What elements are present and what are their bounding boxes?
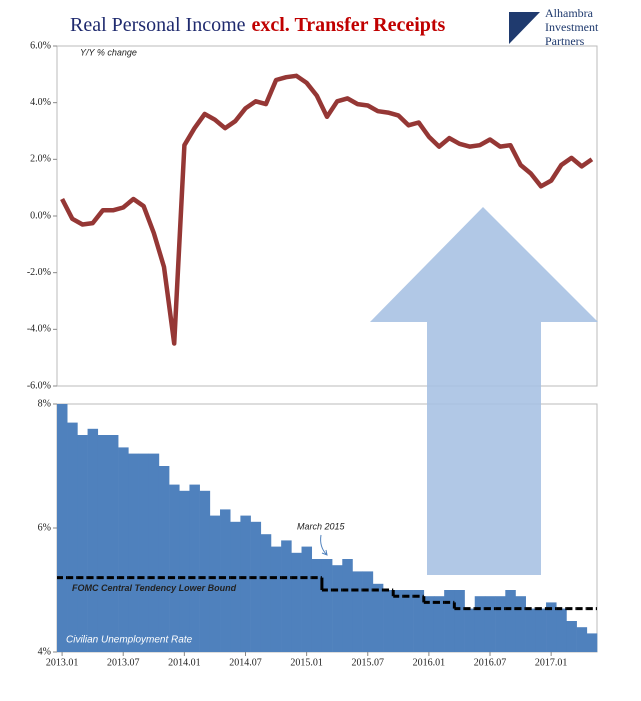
annotation: March 2015	[297, 521, 346, 531]
x-tick-label: 2017.01	[535, 657, 568, 668]
x-tick-label: 2013.01	[46, 657, 79, 668]
logo: Partners	[545, 34, 585, 48]
y-tick-label: 6.0%	[30, 40, 51, 51]
bar	[321, 559, 333, 652]
x-tick-label: 2014.01	[168, 657, 201, 668]
bar	[495, 596, 506, 652]
y-tick-label: -6.0%	[27, 380, 51, 391]
bar	[199, 490, 211, 652]
bar	[586, 633, 598, 652]
bar	[189, 484, 200, 652]
bar	[423, 596, 435, 652]
bar	[515, 596, 526, 652]
bar	[311, 559, 323, 652]
bar	[270, 546, 282, 652]
bar	[546, 602, 557, 652]
x-tick-label: 2016.07	[474, 657, 507, 668]
bar	[433, 596, 445, 652]
title-emphasis: excl. Transfer Receipts	[252, 14, 446, 36]
bar	[281, 540, 292, 652]
chart-title: Real Personal Income excl. Transfer Recei…	[70, 14, 446, 36]
logo: Alhambra	[545, 6, 594, 20]
annotation-arrow	[320, 534, 328, 556]
logo-mark	[509, 12, 540, 44]
bar	[230, 521, 241, 652]
bar	[209, 515, 221, 652]
bar	[413, 590, 425, 652]
bar	[383, 590, 394, 652]
bar	[291, 552, 302, 652]
bar	[505, 590, 516, 652]
y-tick-label: 4.0%	[30, 97, 51, 108]
bar	[444, 590, 455, 652]
bar	[454, 590, 465, 652]
y-axis-label: Y/Y % change	[80, 47, 137, 57]
x-tick-label: 2015.07	[352, 657, 385, 668]
x-tick-label: 2016.01	[413, 657, 446, 668]
bar	[372, 583, 384, 652]
bar	[107, 435, 119, 652]
x-tick-label: 2015.01	[290, 657, 323, 668]
logo: Investment	[545, 20, 599, 34]
y-tick-label: 6%	[38, 522, 51, 533]
line	[60, 73, 594, 346]
y-tick-label: -4.0%	[27, 324, 51, 335]
bar	[77, 435, 88, 652]
bar	[67, 422, 78, 652]
bar	[220, 509, 231, 652]
bar	[118, 447, 129, 652]
bar	[260, 534, 272, 652]
bar	[301, 546, 313, 652]
bar	[332, 565, 343, 652]
bar	[87, 428, 99, 652]
bar	[179, 490, 190, 652]
bar	[474, 596, 486, 652]
arrow	[370, 207, 598, 575]
x-tick-label: 2013.07	[107, 657, 140, 668]
series-label: Civilian Unemployment Rate	[66, 635, 193, 646]
bar	[362, 571, 374, 652]
bar	[484, 596, 496, 652]
bar	[169, 484, 180, 652]
series-label: FOMC Central Tendency Lower Bound	[72, 583, 237, 593]
bar	[158, 466, 170, 652]
y-tick-label: 0.0%	[30, 210, 51, 221]
bar	[556, 608, 567, 652]
bar	[128, 453, 139, 652]
x-tick-label: 2014.07	[229, 657, 262, 668]
title: Real Personal Income	[70, 14, 246, 36]
y-tick-label: 8%	[38, 398, 51, 409]
bar	[97, 435, 109, 652]
bar	[393, 590, 404, 652]
bar	[138, 453, 149, 652]
y-tick-label: -2.0%	[27, 267, 51, 278]
bar	[566, 621, 577, 652]
bar	[342, 559, 353, 652]
bar	[240, 515, 251, 652]
bar	[57, 404, 68, 652]
bar	[148, 453, 160, 652]
bar	[576, 627, 588, 652]
bar	[352, 571, 363, 652]
bar	[525, 608, 537, 652]
bar	[250, 521, 262, 652]
y-tick-label: 2.0%	[30, 154, 51, 165]
y-tick-label: 4%	[38, 646, 51, 657]
bar	[464, 608, 476, 652]
bar	[535, 608, 547, 652]
bar	[403, 590, 414, 652]
